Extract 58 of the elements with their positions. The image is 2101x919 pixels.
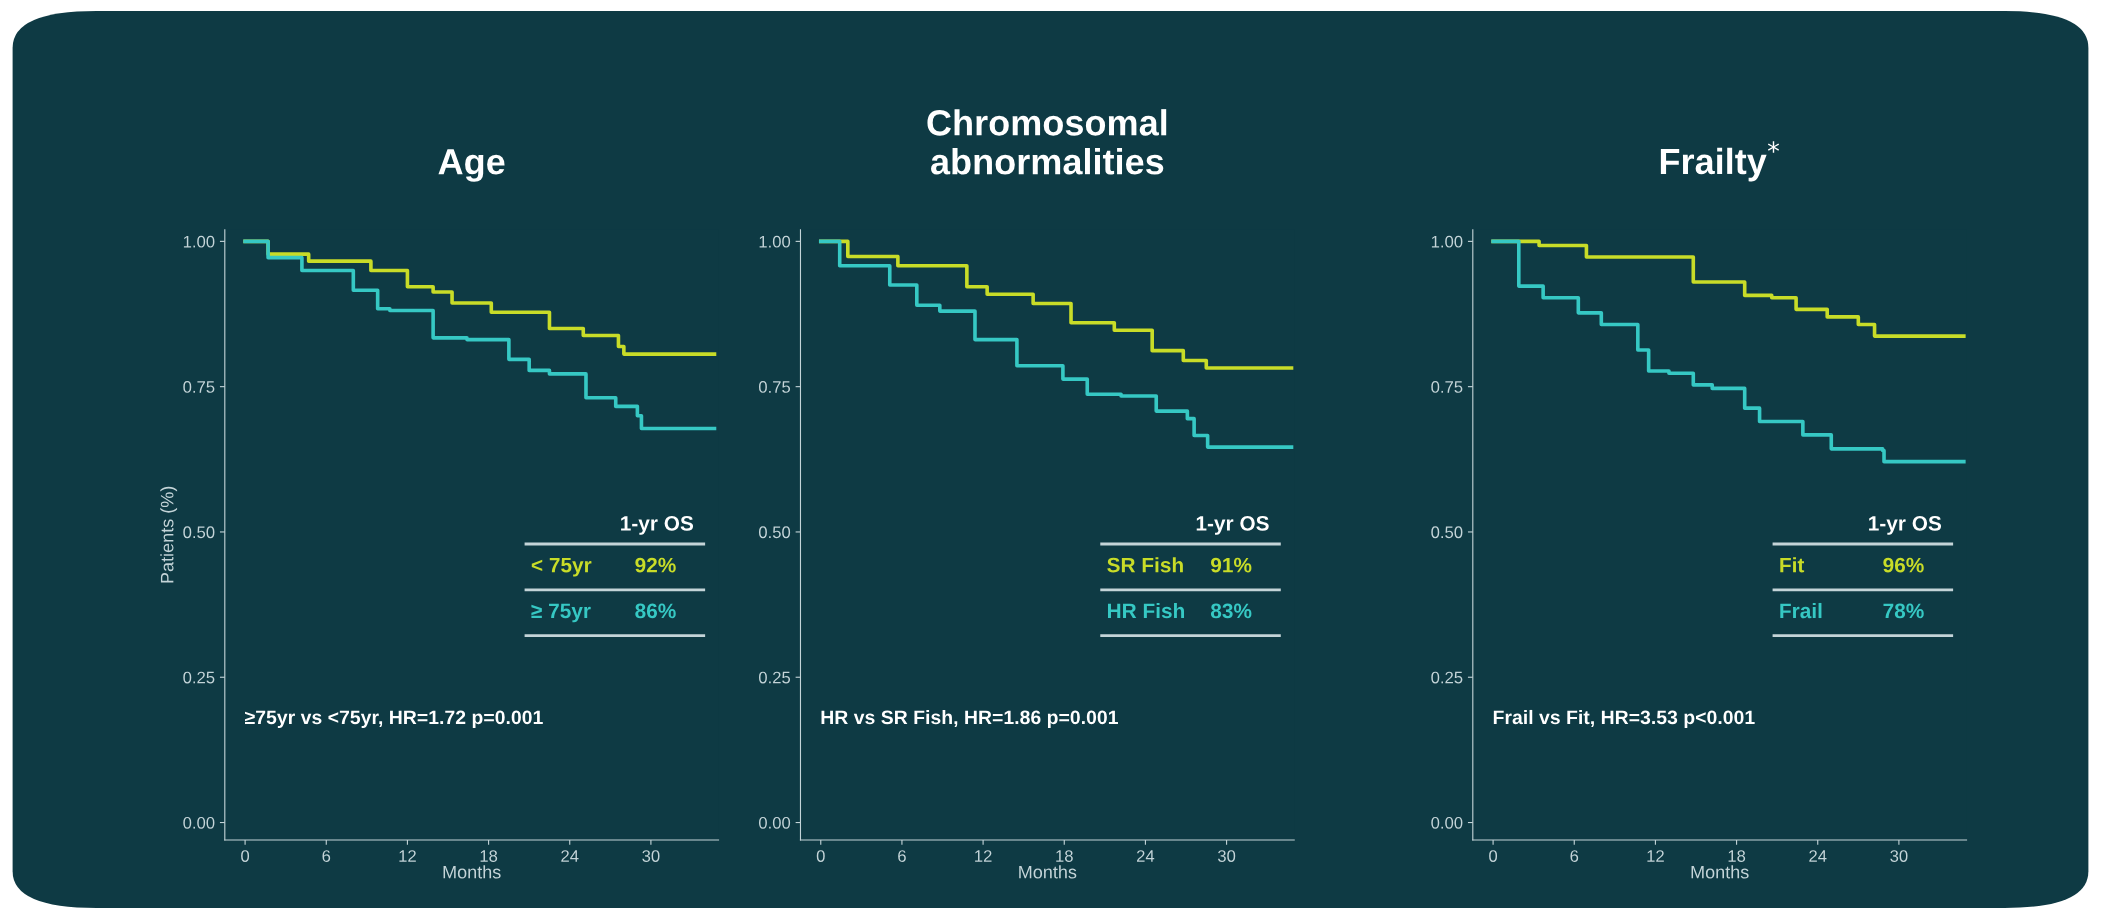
annotation: ≥75yr vs <75yr, HR=1.72 p=0.001	[245, 710, 543, 729]
x-tick-label: 6	[322, 850, 331, 862]
legend-title: 1-yr OS	[1196, 515, 1269, 535]
text: ≥ 75yr	[531, 603, 591, 623]
annotation: 83%	[1210, 603, 1252, 619]
chart-title: Age	[438, 149, 505, 182]
annotation: HR vs SR Fish, HR=1.86 p=0.001	[821, 709, 1118, 729]
y-tick-label: 1.00	[183, 235, 215, 248]
x-tick-label: 6	[898, 850, 906, 862]
y-tick-label: 0.75	[1431, 381, 1463, 393]
y-tick-label: 0.75	[758, 381, 791, 393]
x-tick-label: 12	[399, 850, 416, 862]
x-tick-label: 18	[1728, 850, 1746, 862]
x-tick-label: 24	[1136, 850, 1155, 862]
text: < 75yr	[531, 557, 592, 577]
text: Fit	[1780, 557, 1805, 573]
y-tick-label: 0.50	[1431, 526, 1463, 539]
annotation: 78%	[1883, 603, 1924, 619]
legend-title: 1-yr OS	[1869, 515, 1942, 535]
y-tick-label: 0.50	[758, 526, 791, 539]
annotation: 86%	[635, 603, 676, 619]
text: Frail	[1780, 602, 1822, 619]
annotation: 91%	[1211, 557, 1252, 573]
legend-title: 1-yr OS	[621, 515, 694, 535]
y-tick-label: 0.00	[1431, 816, 1463, 829]
y-tick-label: 0.00	[183, 816, 215, 829]
text: SR Fish	[1107, 557, 1183, 573]
y-tick-label: 1.00	[1431, 235, 1463, 248]
x-tick-label: 12	[975, 850, 992, 862]
y-tick-label: 0.25	[183, 671, 215, 684]
y-tick-label: 0.50	[183, 526, 215, 539]
y-tick-label: 0.00	[758, 816, 791, 829]
x-axis-title: Months	[1691, 865, 1749, 879]
x-tick-label: 6	[1570, 850, 1579, 862]
annotation: 96%	[1883, 557, 1924, 573]
annotation: 92%	[635, 557, 676, 573]
x-tick-label: 0	[1489, 850, 1498, 862]
y-tick-label: 0.75	[183, 381, 215, 393]
x-tick-label: 18	[1056, 850, 1073, 862]
x-axis-title: Months	[443, 865, 501, 879]
x-tick-label: 12	[1647, 850, 1664, 862]
chart-title: Frailty$^{*}$	[1660, 141, 1780, 182]
annotation: Frail vs Fit, HR=3.53 p<0.001	[1493, 709, 1755, 729]
x-tick-label: 0	[241, 850, 250, 862]
x-tick-label: 24	[561, 850, 579, 862]
chart-title: Chromosomal abnormalities	[927, 109, 1167, 175]
x-tick-label: 0	[816, 850, 825, 862]
x-tick-label: 30	[642, 850, 660, 862]
y-tick-label: 1.00	[759, 235, 791, 248]
y-tick-label: 0.25	[1431, 671, 1463, 684]
y-tick-label: 0.25	[758, 671, 791, 684]
text: HR Fish	[1107, 602, 1185, 619]
x-tick-label: 30	[1890, 850, 1908, 862]
x-tick-label: 24	[1809, 850, 1827, 862]
y-axis-title: Patients (%)	[160, 486, 178, 583]
x-tick-label: 30	[1217, 850, 1236, 862]
x-tick-label: 18	[480, 850, 498, 862]
x-axis-title: Months	[1019, 865, 1077, 879]
